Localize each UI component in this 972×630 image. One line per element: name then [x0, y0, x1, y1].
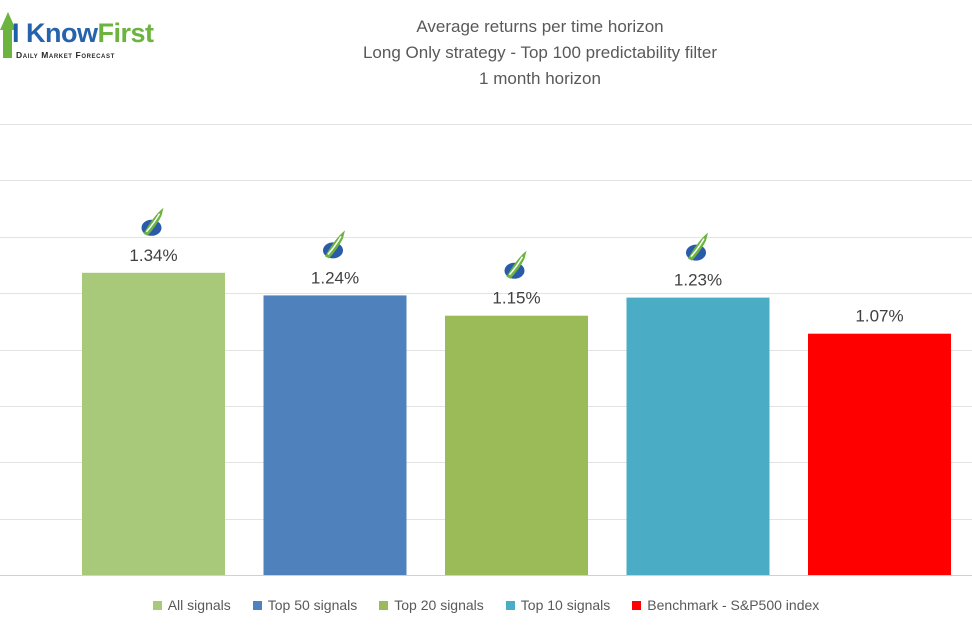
iknowfirst-logo-icon	[323, 230, 345, 259]
iknowfirst-logo-icon	[504, 250, 527, 279]
legend-label: Top 10 signals	[520, 597, 611, 613]
logo-arrow-icon	[0, 12, 16, 58]
legend-label: Benchmark - S&P500 index	[647, 597, 820, 613]
iknowfirst-logo-icon	[141, 207, 164, 236]
legend-item: Top 20 signals	[379, 597, 484, 613]
bar	[626, 297, 770, 575]
legend-item: Top 50 signals	[252, 597, 358, 613]
data-label: 1.07%	[855, 307, 903, 326]
iknowfirst-logo-icon	[686, 232, 708, 261]
legend: All signals Top 50 signals Top 20 signals T…	[0, 597, 972, 613]
chart-subtitle: Long Only strategy - Top 100 predictabil…	[362, 43, 718, 62]
logo-tagline: Daily Market Forecast	[16, 50, 115, 60]
legend-swatch	[632, 600, 642, 610]
data-label: 1.23%	[674, 271, 722, 290]
bar	[263, 295, 407, 575]
legend-swatch	[379, 600, 389, 610]
iknowfirst-logo: I KnowFirst Daily Market Forecast	[0, 4, 190, 64]
legend-swatch	[505, 600, 515, 610]
chart-title: Average returns per time horizon	[416, 17, 664, 36]
logo-wordmark-know: Know	[26, 18, 98, 48]
legend-label: All signals	[167, 597, 231, 613]
logo-wordmark-i: I	[12, 18, 27, 48]
data-label: 1.15%	[492, 289, 540, 308]
legend-item: Benchmark - S&P500 index	[632, 597, 819, 613]
bar-icons	[141, 207, 708, 279]
legend-swatch	[152, 600, 162, 610]
bar	[445, 315, 588, 575]
chart-subtitle-horizon: 1 month horizon	[479, 69, 601, 88]
logo-wordmark: I KnowFirst	[12, 18, 154, 48]
legend-label: Top 50 signals	[267, 597, 358, 613]
logo-wordmark-first: First	[97, 18, 155, 48]
data-labels: 1.34% 1.24% 1.15% 1.23% 1.07%	[129, 246, 903, 326]
bar	[808, 333, 951, 575]
bar	[82, 272, 225, 575]
legend-swatch	[252, 600, 262, 610]
data-label: 1.24%	[311, 268, 359, 287]
data-label: 1.34%	[129, 246, 177, 265]
bars	[82, 272, 951, 575]
legend-item: Top 10 signals	[505, 597, 611, 613]
legend-item: All signals	[152, 597, 231, 613]
legend-label: Top 20 signals	[394, 597, 484, 613]
